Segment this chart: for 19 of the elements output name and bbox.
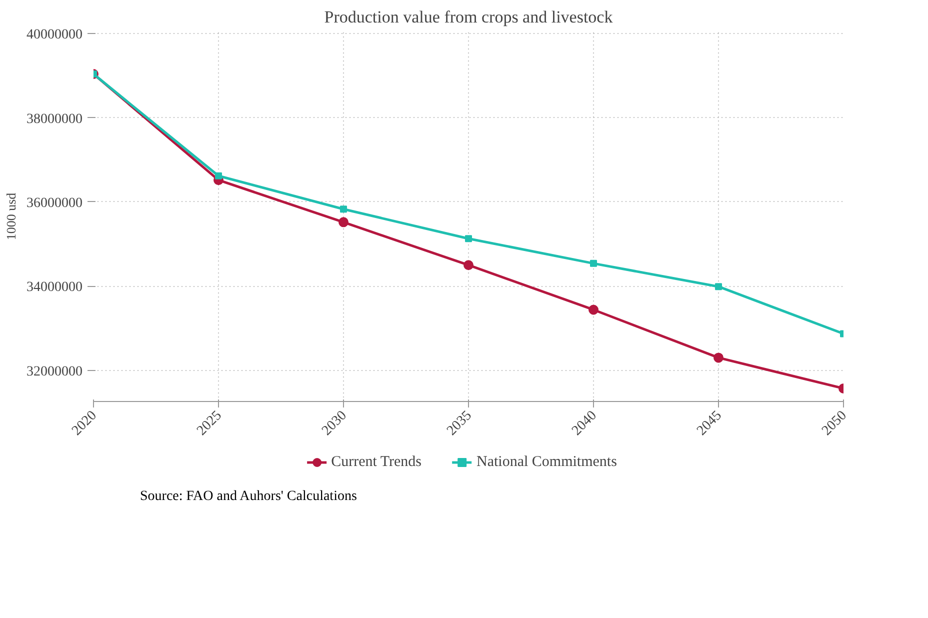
point xyxy=(714,352,724,363)
point xyxy=(338,217,348,228)
source-note: Source: FAO and Auhors' Calculations xyxy=(140,488,357,506)
y-tick-label: 40000000 xyxy=(26,28,82,43)
legend-label: National Commitments xyxy=(476,454,617,470)
y-tick-label: 32000000 xyxy=(26,364,82,380)
point xyxy=(588,304,598,315)
point xyxy=(215,172,222,180)
y-tick-label: 34000000 xyxy=(26,280,82,296)
y-tick-label: 38000000 xyxy=(26,112,82,127)
point xyxy=(590,260,597,267)
point xyxy=(465,235,472,242)
point xyxy=(340,206,347,213)
y-axis-title: 1000 usd xyxy=(4,192,18,240)
point xyxy=(715,283,722,290)
legend-label: Current Trends xyxy=(331,454,422,470)
point xyxy=(464,260,474,270)
y-tick-label: 36000000 xyxy=(26,196,82,211)
chart-title: Production value from crops and livestock xyxy=(324,8,614,26)
